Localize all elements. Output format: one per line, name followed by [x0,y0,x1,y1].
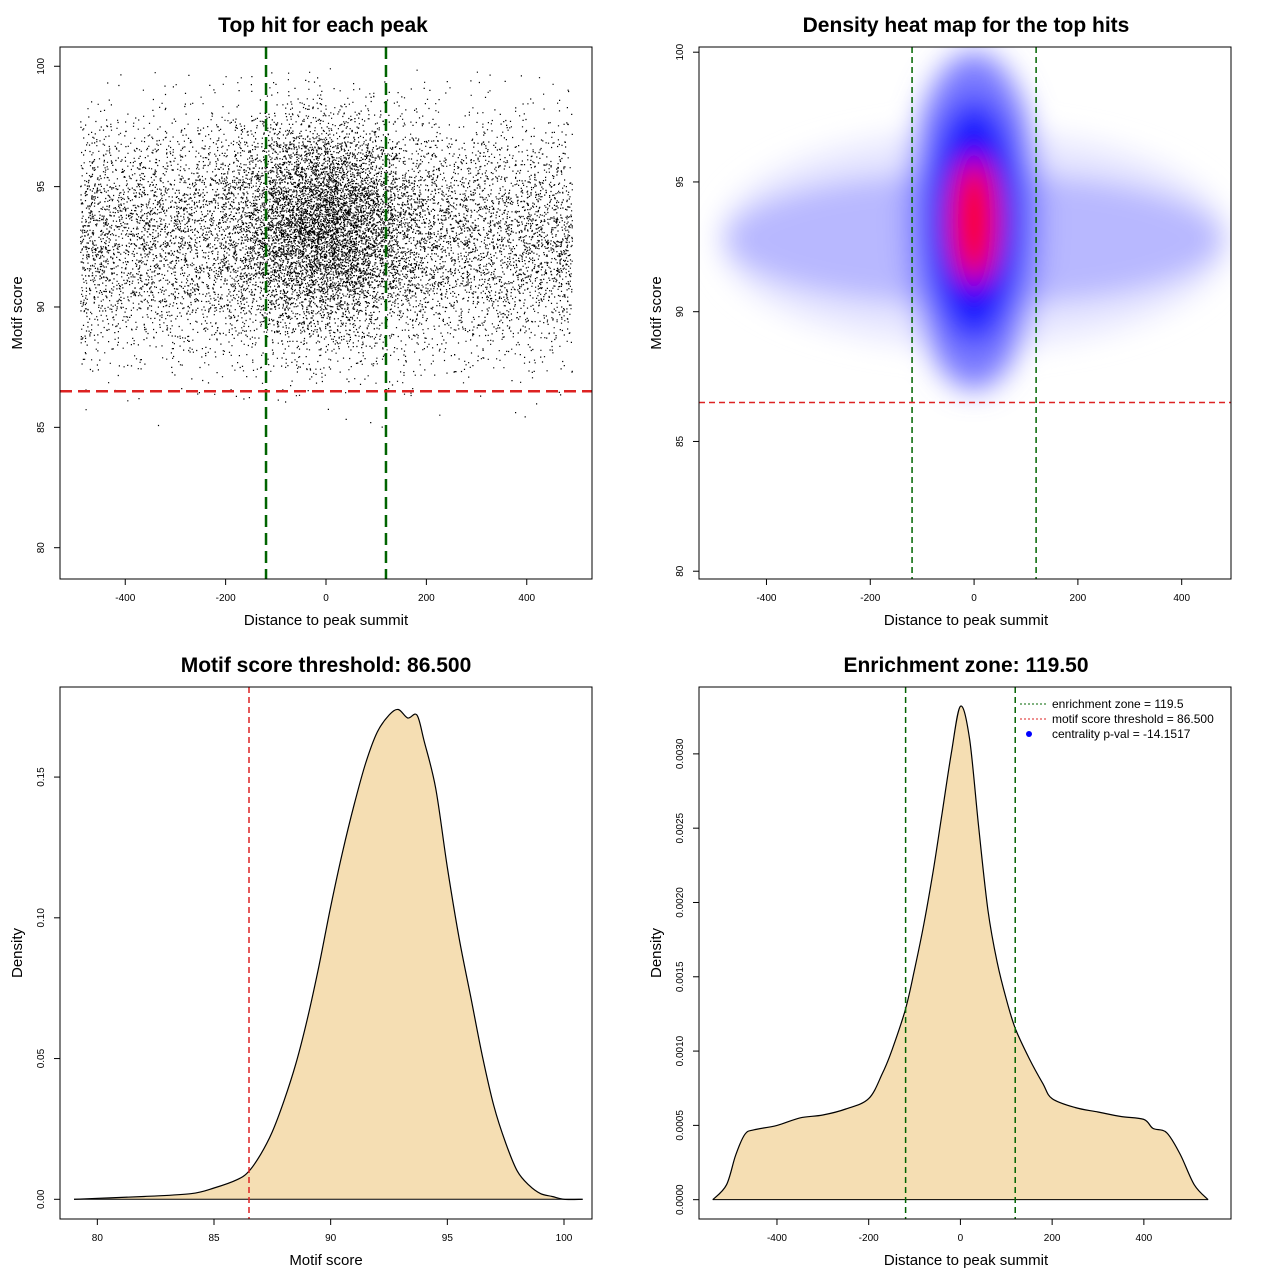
reference-lines [699,47,1231,579]
y-tick-label: 85 [36,421,47,433]
density-fill [74,709,583,1200]
y-tick-label: 100 [36,57,47,74]
x-tick-label: 0 [971,593,977,604]
y-tick-label: 0.0020 [675,887,686,918]
reference-lines [904,687,1016,1219]
x-tick-label: -400 [115,593,135,604]
y-tick-label: 85 [675,435,686,447]
y-axis-label: Motif score [648,276,665,349]
x-tick-label: 400 [1136,1233,1153,1244]
scatter-points [80,68,573,428]
x-axis-label: Distance to peak summit [884,612,1049,629]
x-axis-label: Distance to peak summit [884,1252,1049,1269]
heatmap-peak [950,158,998,284]
legend-marker-centrality [1026,731,1032,737]
scatter-point-cloud [80,68,573,428]
plot-frame [59,46,593,580]
panel-density-heatmap: Density heat map for the top hits -400 -2… [648,14,1232,629]
y-tick-label: 0.0025 [675,812,686,843]
y-tick-label: 95 [36,181,47,193]
chart-title: Enrichment zone: 119.50 [843,654,1088,677]
x-axis: 80 85 90 95 100 [92,1218,573,1244]
y-tick-label: 95 [675,176,686,188]
reference-lines [60,47,592,579]
y-tick-label: 0.15 [36,767,47,787]
x-tick-label: -400 [756,593,776,604]
x-tick-label: 90 [325,1233,337,1244]
y-tick-label: 0.00 [36,1189,47,1209]
x-tick-label: 100 [556,1233,573,1244]
heatmap-layers [719,52,1229,390]
legend-label-enrichment-zone: enrichment zone = 119.5 [1052,697,1184,711]
x-axis: -400 -200 0 200 400 [756,578,1190,604]
x-tick-label: 400 [518,593,535,604]
panel-enrichment-zone-density: Enrichment zone: 119.50 -400 -200 0 200 400 … [648,654,1232,1269]
x-tick-label: -200 [216,593,236,604]
chart-title: Motif score threshold: 86.500 [181,654,472,677]
x-tick-label: 85 [208,1233,220,1244]
density-area [73,708,583,1201]
y-tick-label: 80 [675,565,686,577]
legend-label-centrality: centrality p-val = -14.1517 [1052,727,1191,741]
x-tick-label: 0 [958,1233,964,1244]
y-tick-label: 0.05 [36,1048,47,1068]
x-axis: -400 -200 0 200 400 [767,1218,1153,1244]
y-axis: 0.00 0.05 0.10 0.15 [36,767,61,1209]
y-axis: 0.0000 0.0005 0.0010 0.0015 0.0020 0.0025 0.00… [675,738,700,1215]
x-tick-label: -400 [767,1233,787,1244]
y-axis: 80 85 90 95 100 [36,57,61,554]
y-tick-label: 0.0030 [675,738,686,769]
y-axis: 80 85 90 95 100 [675,43,700,577]
density-curve [73,708,583,1201]
x-tick-label: 95 [442,1233,454,1244]
density-area [712,705,1209,1201]
y-tick-label: 90 [675,306,686,318]
heatmap-surface [699,47,1231,579]
legend-label-motif-threshold: motif score threshold = 86.500 [1052,712,1214,726]
density-fill [712,706,1209,1200]
x-tick-label: -200 [859,1233,879,1244]
x-tick-label: 80 [92,1233,104,1244]
chart-title: Top hit for each peak [218,14,428,37]
density-curve [712,705,1209,1201]
x-tick-label: 0 [323,593,329,604]
y-tick-label: 90 [36,301,47,313]
legend: enrichment zone = 119.5 motif score thre… [1020,697,1214,741]
y-axis-label: Density [9,927,26,978]
y-axis-label: Motif score [9,276,26,349]
y-axis-label: Density [648,927,665,978]
y-tick-label: 0.10 [36,908,47,928]
y-tick-label: 0.0000 [675,1184,686,1215]
x-tick-label: 200 [1044,1233,1061,1244]
y-tick-label: 0.0010 [675,1035,686,1066]
x-axis-label: Distance to peak summit [244,612,409,629]
x-tick-label: -200 [860,593,880,604]
x-tick-label: 200 [1070,593,1087,604]
x-axis-label: Motif score [289,1252,362,1269]
y-tick-label: 0.0005 [675,1110,686,1141]
y-tick-label: 100 [675,43,686,60]
x-tick-label: 200 [418,593,435,604]
y-tick-label: 80 [36,542,47,554]
y-tick-label: 0.0015 [675,961,686,992]
panel-top-hit-scatter: Top hit for each peak -400 -200 0 200 400 80… [9,14,593,629]
chart-title: Density heat map for the top hits [803,14,1130,37]
x-tick-label: 400 [1173,593,1190,604]
x-axis: -400 -200 0 200 400 [115,578,536,604]
panel-motif-score-density: Motif score threshold: 86.500 80 85 90 95 10… [9,654,593,1269]
